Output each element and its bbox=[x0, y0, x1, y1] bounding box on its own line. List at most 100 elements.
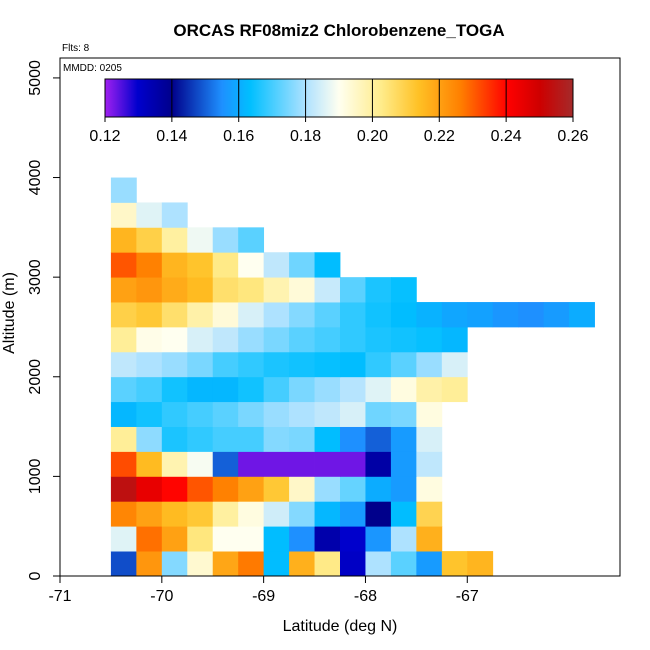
heatmap-cell bbox=[238, 526, 265, 552]
heatmap-cell bbox=[110, 326, 137, 353]
heatmap-cell bbox=[441, 551, 468, 577]
heatmap-cell bbox=[187, 376, 214, 403]
heatmap-cell bbox=[390, 326, 417, 353]
heatmap-cell bbox=[110, 302, 137, 328]
heatmap-cell bbox=[390, 351, 417, 378]
heatmap-cell bbox=[212, 227, 239, 253]
heatmap-cell bbox=[136, 401, 163, 427]
heatmap-cell bbox=[187, 551, 214, 577]
heatmap-cell bbox=[340, 551, 366, 577]
heatmap-cell bbox=[543, 302, 570, 328]
heatmap-cell bbox=[212, 476, 239, 502]
heatmap-cell bbox=[161, 227, 188, 253]
heatmap-cell bbox=[238, 351, 265, 378]
heatmap-cell bbox=[263, 501, 290, 527]
heatmap-cell bbox=[238, 252, 265, 278]
heatmap-cell bbox=[441, 302, 468, 328]
y-tick-label: 0 bbox=[27, 571, 44, 580]
heatmap-cell bbox=[416, 476, 443, 502]
x-axis-label: Latitude (deg N) bbox=[283, 618, 398, 635]
heatmap-cell bbox=[314, 252, 341, 278]
heatmap-cell bbox=[161, 501, 188, 527]
heatmap-cell bbox=[110, 227, 137, 253]
heatmap-cell bbox=[161, 476, 188, 502]
heatmap-cell bbox=[136, 326, 163, 353]
heatmap-cell bbox=[238, 476, 265, 502]
heatmap-cell bbox=[365, 277, 392, 303]
heatmap-cell bbox=[390, 451, 417, 477]
colorbar-tick-label: 0.24 bbox=[491, 128, 522, 145]
colorbar-tick-label: 0.16 bbox=[223, 128, 254, 145]
heatmap-cell bbox=[212, 451, 239, 477]
heatmap-cell bbox=[365, 501, 392, 527]
heatmap-cell bbox=[212, 501, 239, 527]
heatmap-cell bbox=[238, 426, 265, 452]
heatmap-cell bbox=[441, 326, 468, 353]
x-tick-label: -69 bbox=[252, 588, 275, 605]
heatmap-cell bbox=[136, 451, 163, 477]
y-tick-label: 4000 bbox=[27, 160, 44, 196]
heatmap-cell bbox=[212, 401, 239, 427]
heatmap-cell bbox=[136, 526, 163, 552]
heatmap-cell bbox=[212, 302, 239, 328]
y-tick-label: 5000 bbox=[27, 60, 44, 96]
heatmap-cell bbox=[340, 401, 366, 427]
heatmap-cell bbox=[390, 302, 417, 328]
heatmap-cell bbox=[161, 202, 188, 228]
heatmap-cell bbox=[136, 252, 163, 278]
heatmap-cell bbox=[110, 376, 137, 403]
heatmap-cell bbox=[110, 202, 137, 228]
x-tick-label: -70 bbox=[150, 588, 173, 605]
heatmap-cell bbox=[289, 376, 315, 403]
heatmap-cell bbox=[110, 426, 137, 452]
heatmap-cell bbox=[340, 351, 366, 378]
heatmap-cell bbox=[161, 326, 188, 353]
heatmap-cell bbox=[416, 401, 443, 427]
heatmap-cell bbox=[212, 351, 239, 378]
heatmap-cell bbox=[110, 476, 137, 502]
heatmap-cell bbox=[441, 376, 468, 403]
heatmap-cell bbox=[161, 451, 188, 477]
heatmap-cell bbox=[390, 501, 417, 527]
heatmap-cell bbox=[110, 177, 137, 203]
colorbar-tick-label: 0.18 bbox=[290, 128, 321, 145]
y-tick-label: 2000 bbox=[27, 359, 44, 395]
heatmap-cell bbox=[187, 476, 214, 502]
plot-frame bbox=[59, 57, 621, 577]
heatmap-cell bbox=[136, 426, 163, 452]
heatmap-cell bbox=[187, 526, 214, 552]
heatmap-cell bbox=[289, 426, 315, 452]
colorbar-tick-label: 0.26 bbox=[557, 128, 588, 145]
heatmap-cell bbox=[187, 451, 214, 477]
heatmap-cell bbox=[467, 302, 494, 328]
heatmap-cell bbox=[110, 351, 137, 378]
heatmap-cell bbox=[314, 526, 341, 552]
date-label: MMDD: 0205 bbox=[63, 63, 122, 74]
heatmap-cell bbox=[263, 426, 290, 452]
heatmap-cell bbox=[340, 302, 366, 328]
heatmap-cell bbox=[187, 501, 214, 527]
heatmap-cell bbox=[416, 326, 443, 353]
y-tick-label: 3000 bbox=[27, 259, 44, 295]
heatmap-cell bbox=[161, 252, 188, 278]
heatmap-cell bbox=[416, 451, 443, 477]
heatmap-cell bbox=[314, 551, 341, 577]
heatmap-cell bbox=[161, 551, 188, 577]
heatmap-cell bbox=[136, 277, 163, 303]
heatmap-cell bbox=[289, 302, 315, 328]
x-tick-label: -67 bbox=[456, 588, 479, 605]
heatmap-cell bbox=[212, 426, 239, 452]
heatmap-cell bbox=[314, 376, 341, 403]
x-tick-label: -71 bbox=[48, 588, 71, 605]
heatmap-cell bbox=[187, 277, 214, 303]
heatmap-cell bbox=[365, 376, 392, 403]
heatmap-cell bbox=[136, 351, 163, 378]
heatmap-cell bbox=[467, 551, 494, 577]
heatmap-cell bbox=[136, 501, 163, 527]
heatmap-cell bbox=[263, 451, 290, 477]
colorbar-tick-label: 0.20 bbox=[357, 128, 388, 145]
heatmap-cell bbox=[263, 376, 290, 403]
heatmap-cell bbox=[238, 451, 265, 477]
colorbar: 0.12 0.14 0.16 0.18 0.20 0.22 0.24 0.26 bbox=[89, 78, 589, 145]
